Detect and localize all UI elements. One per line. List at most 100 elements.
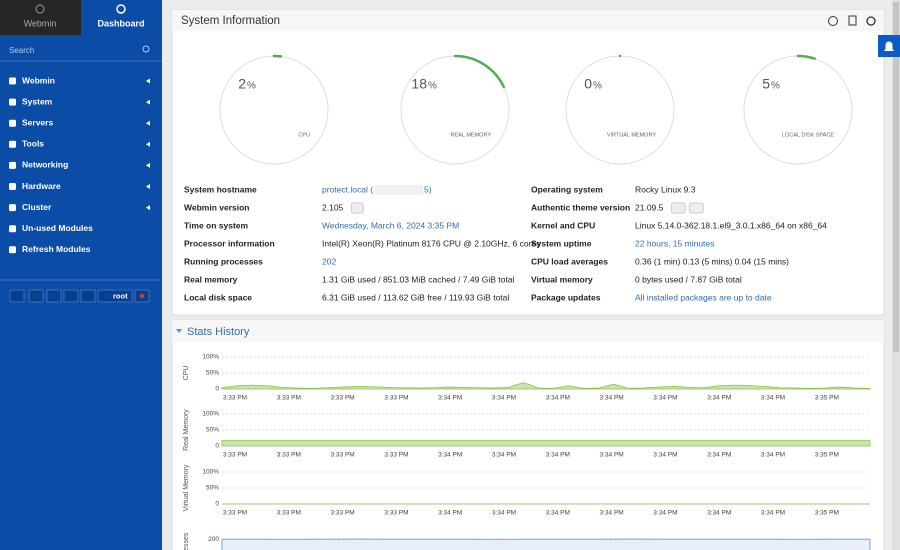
toolbar-button[interactable] (80, 289, 96, 303)
info-label: System uptime (531, 238, 592, 248)
menu-item[interactable]: Un-used Modules (22, 223, 93, 233)
x-tick-label: 3:33 PM (330, 395, 354, 402)
clipboard-icon[interactable] (848, 15, 857, 26)
info-value[interactable]: 5) (424, 184, 432, 194)
gauge-label: VIRTUAL MEMORY (607, 132, 656, 138)
redaction (375, 185, 424, 195)
info-button[interactable] (688, 202, 704, 214)
x-tick-label: 3:33 PM (330, 452, 354, 459)
x-tick-label: 3:33 PM (330, 510, 354, 517)
y-tick-label: 0 (215, 443, 219, 450)
y-tick-label: 50% (206, 485, 219, 492)
dashboard-icon (116, 4, 126, 14)
expand-arrow (146, 162, 150, 168)
info-label: Real memory (184, 274, 238, 284)
x-tick-label: 3:33 PM (384, 452, 408, 459)
y-tick-label: 200 (208, 536, 219, 543)
info-value: Intel(R) Xeon(R) Platinum 8176 CPU @ 2.1… (322, 238, 540, 248)
info-value[interactable]: 22 hours, 15 minutes (635, 238, 714, 248)
user-name: root (113, 291, 128, 300)
info-value: Rocky Linux 9.3 (635, 184, 696, 194)
gauge-value: 0 (584, 76, 592, 92)
info-value: Linux 5.14.0-362.18.1.el9_3.0.1.x86_64 o… (635, 220, 827, 230)
x-tick-label: 3:33 PM (277, 452, 301, 459)
tab-webmin[interactable] (0, 0, 81, 35)
collapse-icon[interactable] (176, 329, 182, 333)
toolbar-button[interactable] (46, 289, 62, 303)
gauge-label: LOCAL DISK SPACE (782, 132, 834, 138)
panel (171, 319, 885, 550)
scroll-thumb[interactable] (893, 2, 899, 352)
panel-title[interactable]: Stats History (187, 326, 250, 338)
menu-icon (9, 77, 16, 85)
gauge-label: REAL MEMORY (451, 132, 492, 138)
info-value[interactable]: 202 (322, 256, 336, 266)
toolbar-button[interactable] (63, 289, 79, 303)
info-value[interactable]: Wednesday, March 6, 2024 3:35 PM (322, 220, 459, 230)
info-label: Processor information (184, 238, 275, 248)
search-input[interactable]: Search (9, 46, 34, 55)
expand-arrow (146, 78, 150, 84)
info-value[interactable]: All installed packages are up to date (635, 292, 772, 302)
chart-area (221, 538, 871, 550)
y-tick-label: 100% (202, 411, 219, 418)
gauge-unit: % (593, 81, 602, 92)
gauge-arc (453, 54, 506, 89)
menu-item[interactable]: Cluster (22, 202, 52, 212)
info-value: 6.31 GiB used / 113.62 GiB free / 119.93… (322, 292, 509, 302)
info-label: Operating system (531, 184, 603, 194)
info-button[interactable] (350, 202, 364, 214)
x-tick-label: 3:34 PM (492, 452, 516, 459)
menu-item[interactable]: Tools (22, 139, 44, 149)
x-tick-label: 3:34 PM (599, 510, 623, 517)
gauge-label: CPU (298, 132, 310, 138)
panel-title: System Information (181, 15, 280, 27)
info-button[interactable] (670, 202, 686, 214)
gauge-unit: % (247, 81, 256, 92)
x-tick-label: 3:34 PM (707, 452, 731, 459)
gauge-value: 2 (238, 76, 246, 92)
menu-item[interactable]: Servers (22, 117, 53, 127)
info-label: System hostname (184, 184, 257, 194)
x-tick-label: 3:33 PM (384, 395, 408, 402)
gauge-unit: % (428, 81, 437, 92)
toolbar-button[interactable] (28, 289, 44, 303)
gauge-value: 18 (411, 76, 427, 92)
menu-item[interactable]: Networking (22, 160, 68, 170)
reload-icon[interactable] (866, 16, 876, 26)
x-tick-label: 3:34 PM (438, 452, 462, 459)
info-label: Webmin version (184, 202, 250, 212)
x-tick-label: 3:34 PM (492, 510, 516, 517)
menu-icon (9, 246, 16, 254)
tab-label[interactable]: Dashboard (97, 18, 144, 28)
help-icon[interactable] (828, 16, 838, 26)
menu-item[interactable]: System (22, 96, 53, 106)
x-tick-label: 3:35 PM (815, 510, 839, 517)
expand-arrow (146, 205, 150, 211)
x-tick-label: 3:34 PM (653, 452, 677, 459)
user-button[interactable] (97, 289, 133, 303)
x-tick-label: 3:34 PM (761, 395, 785, 402)
toolbar-button[interactable] (9, 289, 25, 303)
tab-label[interactable]: Webmin (24, 18, 57, 28)
info-label: Virtual memory (531, 274, 593, 284)
x-tick-label: 3:34 PM (546, 510, 570, 517)
expand-arrow (146, 120, 150, 126)
menu-item[interactable]: Webmin (22, 75, 55, 85)
x-tick-label: 3:34 PM (599, 395, 623, 402)
expand-arrow (146, 141, 150, 147)
x-tick-label: 3:34 PM (438, 395, 462, 402)
x-tick-label: 3:34 PM (761, 452, 785, 459)
info-label: Local disk space (184, 292, 252, 302)
menu-item[interactable]: Hardware (22, 181, 61, 191)
x-tick-label: 3:34 PM (492, 395, 516, 402)
info-value[interactable]: protect.local ( (322, 184, 373, 194)
menu-icon (9, 140, 16, 148)
x-tick-label: 3:34 PM (707, 510, 731, 517)
x-tick-label: 3:34 PM (438, 510, 462, 517)
x-tick-label: 3:33 PM (223, 510, 247, 517)
menu-item[interactable]: Refresh Modules (22, 244, 91, 254)
info-label: Running processes (184, 256, 263, 266)
